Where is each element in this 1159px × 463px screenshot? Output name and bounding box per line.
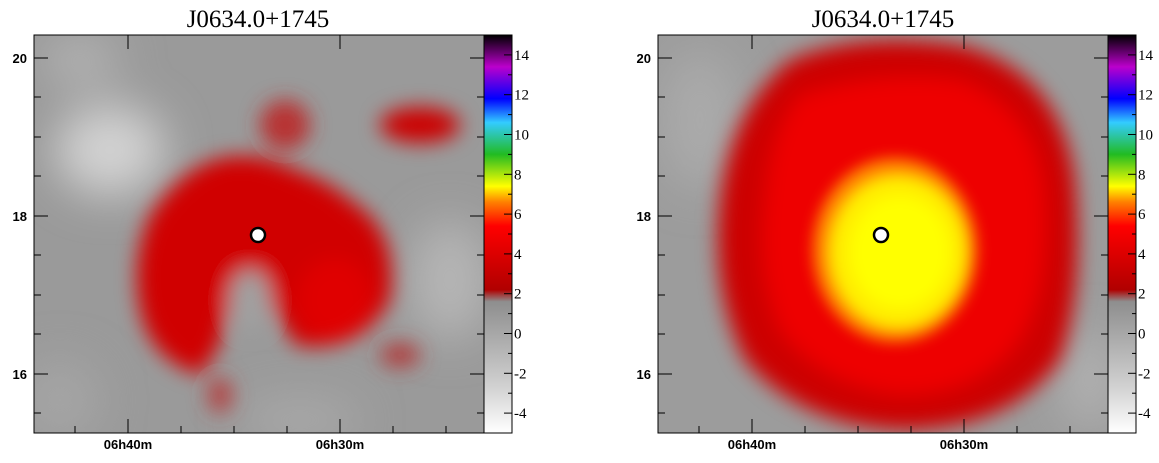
heatmap-peak-region: [813, 158, 977, 342]
colorbar-tick-label: 6: [514, 207, 522, 223]
colorbar-tick-label: -2: [1138, 366, 1151, 382]
y-tick-label: 16: [637, 367, 651, 382]
colorbar-scale: [483, 34, 513, 434]
y-tick-label: 18: [637, 209, 651, 224]
heatmap-1: [34, 35, 484, 433]
colorbar-tick-label: 8: [1138, 167, 1146, 183]
heatmap-grey-structure: [34, 35, 484, 433]
chart-panel-2: J0634.0+1745: [637, 6, 1137, 452]
x-tick-label: 06h40m: [104, 437, 152, 452]
colorbar-tick-label: 10: [1138, 128, 1153, 144]
colorbar-tick-label: 6: [1138, 207, 1146, 223]
colorbar-scale: [1107, 34, 1137, 434]
x-tick-label: 06h30m: [940, 437, 988, 452]
y-tick-label: 18: [13, 209, 27, 224]
x-axis-2: [698, 35, 1071, 433]
chart-title: J0634.0+1745: [187, 6, 330, 33]
x-tick-label: 06h40m: [728, 437, 776, 452]
y-tick-label: 20: [637, 51, 651, 66]
colorbar-tick-label: 2: [514, 287, 522, 303]
y-tick-label: 20: [13, 51, 27, 66]
colorbar-2: [1107, 34, 1137, 434]
x-tick-label: 06h30m: [316, 437, 364, 452]
y-tick-label: 16: [13, 367, 27, 382]
colorbar-tick-label: 12: [1138, 88, 1153, 104]
colorbar-tick-label: 4: [514, 247, 522, 263]
chart-title: J0634.0+1745: [812, 6, 955, 33]
colorbar-tick-label: 0: [514, 327, 522, 343]
source-marker: [872, 226, 890, 244]
y-axis-1: [34, 57, 484, 414]
heatmap-grey-structure: [660, 50, 1108, 430]
colorbar-tick-label: 12: [514, 88, 529, 104]
heatmap-excess-region: [136, 100, 460, 413]
colorbar-tick-label: 10: [514, 128, 529, 144]
y-axis-2: [658, 57, 1108, 414]
source-marker: [249, 226, 267, 244]
colorbar-tick-label: -4: [1138, 406, 1151, 422]
colorbar-tick-label: 0: [1138, 327, 1146, 343]
colorbar-tick-label: 2: [1138, 287, 1146, 303]
colorbar-tick-label: 14: [514, 48, 530, 64]
colorbar-ticks: -4 -2 0 2 4 6 8 10 12 14 -4 -2 0 2 4 6 8 10 12 14: [504, 34, 1154, 434]
colorbar-tick-label: -2: [514, 366, 527, 382]
colorbar-tick-label: -4: [514, 406, 527, 422]
chart-panel-1: J0634.0+1745: [13, 6, 513, 452]
x-axis-1: [74, 35, 447, 433]
colorbar-tick-label: 8: [514, 167, 522, 183]
colorbar-1: [483, 34, 513, 434]
colorbar-tick-label: 4: [1138, 247, 1146, 263]
colorbar-tick-label: 14: [1138, 48, 1154, 64]
